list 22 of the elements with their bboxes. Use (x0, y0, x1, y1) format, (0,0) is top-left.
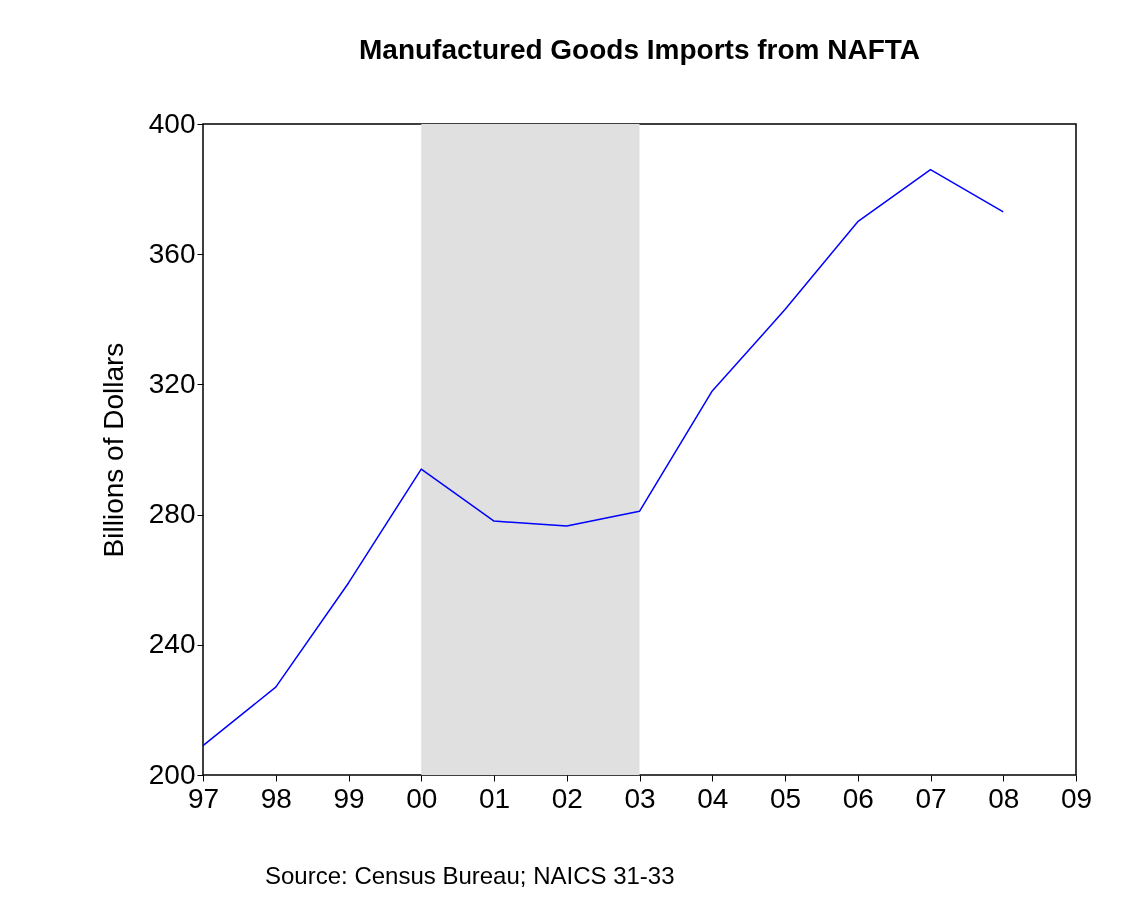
y-tick-label: 320 (148, 367, 196, 399)
y-tick-label: 240 (148, 628, 196, 660)
y-tick-label: 400 (148, 107, 196, 139)
x-tick-label: 09 (1060, 782, 1093, 814)
x-tick-label: 00 (406, 782, 438, 814)
chart-title: Manufactured Goods Imports from NAFTA (358, 34, 921, 65)
x-tick-label: 98 (260, 782, 292, 814)
line-series (202, 168, 1004, 747)
x-tick-label: 03 (624, 782, 656, 814)
x-tick-label: 07 (915, 782, 947, 814)
y-tick-label: 200 (148, 758, 196, 790)
x-tick-label: 06 (842, 782, 874, 814)
y-tick-label: 360 (148, 237, 196, 269)
y-tick-label: 280 (148, 498, 196, 530)
x-tick-label: 04 (697, 782, 729, 814)
y-axis-title: Billions of Dollars (97, 342, 129, 558)
x-tick-label: 99 (333, 782, 365, 814)
x-tick-label: 08 (988, 782, 1020, 814)
x-tick-label: 05 (769, 782, 802, 814)
source-note: Source: Census Bureau; NAICS 31-33 (265, 862, 675, 890)
x-tick-label: 02 (551, 782, 583, 814)
x-tick-label: 01 (478, 782, 511, 814)
